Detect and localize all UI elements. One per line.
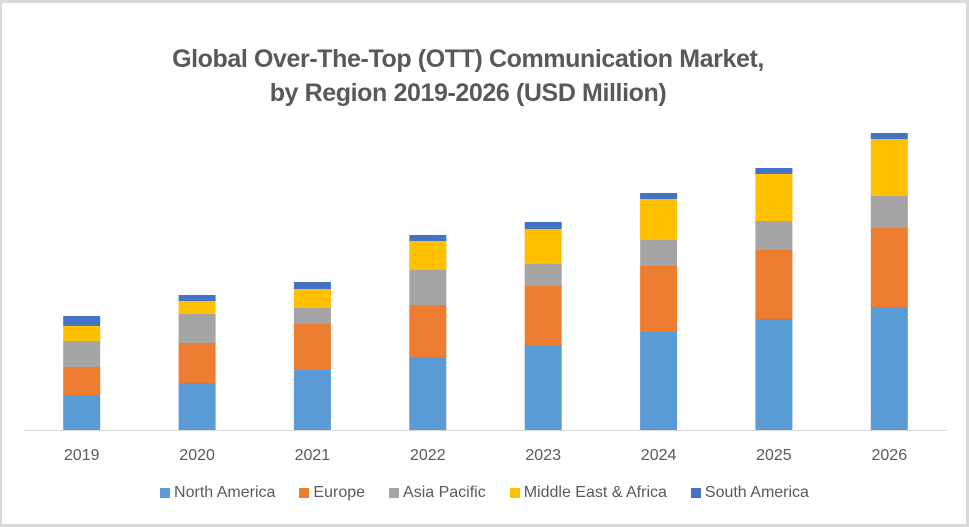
bar-europe-2023 (524, 286, 562, 345)
x-tick-label: 2026 (872, 447, 908, 464)
bar-north-america-2023 (524, 345, 562, 430)
bar-south-america-2019 (63, 316, 101, 326)
x-tick-label: 2023 (525, 447, 561, 464)
legend-swatch (160, 488, 171, 498)
legend-label: Asia Pacific (403, 484, 486, 501)
bar-north-america-2026 (870, 307, 908, 430)
legend-item-south-america: South America (690, 484, 809, 502)
bar-north-america-2022 (409, 357, 447, 430)
bar-asia-pacific-2024 (640, 240, 678, 266)
legend-item-north-america: North America (160, 484, 275, 502)
bar-south-america-2026 (870, 133, 908, 139)
bar-middle-east-africa-2022 (409, 241, 447, 270)
chart-legend: North America Europe Asia Pacific Middle Ea… (0, 484, 969, 502)
bar-europe-2022 (409, 305, 447, 357)
bar-asia-pacific-2019 (63, 341, 101, 367)
x-tick-label: 2021 (295, 447, 331, 464)
bar-south-america-2024 (640, 193, 678, 199)
bar-north-america-2024 (640, 332, 678, 430)
legend-item-middle-east-africa: Middle East & Africa (509, 484, 667, 502)
bar-middle-east-africa-2021 (293, 289, 331, 308)
chart-title-line-1: Global Over-The-Top (OTT) Communication … (172, 45, 764, 73)
legend-swatch (690, 488, 701, 498)
bar-europe-2020 (178, 343, 216, 383)
x-tick-label: 2025 (756, 447, 792, 464)
bar-south-america-2022 (409, 235, 447, 241)
bar-europe-2021 (293, 324, 331, 370)
bar-europe-2019 (63, 367, 101, 395)
legend-swatch (389, 488, 400, 498)
bar-asia-pacific-2025 (755, 221, 793, 250)
bar-asia-pacific-2026 (870, 196, 908, 228)
x-tick-label: 2022 (410, 447, 446, 464)
legend-label: Europe (313, 484, 366, 501)
bar-middle-east-africa-2023 (524, 229, 562, 264)
bar-middle-east-africa-2026 (870, 139, 908, 196)
bar-middle-east-africa-2020 (178, 301, 216, 314)
bar-middle-east-africa-2019 (63, 326, 101, 341)
bar-asia-pacific-2020 (178, 314, 216, 343)
bar-asia-pacific-2023 (524, 264, 562, 286)
legend-item-europe: Europe (299, 484, 365, 502)
x-tick-label: 2020 (179, 447, 215, 464)
bar-north-america-2021 (293, 370, 331, 430)
bar-middle-east-africa-2024 (640, 199, 678, 240)
bar-south-america-2023 (524, 222, 562, 229)
legend-label: South America (704, 484, 809, 501)
x-tick-label: 2019 (64, 447, 100, 464)
bar-south-america-2021 (293, 282, 331, 289)
legend-swatch (299, 488, 310, 498)
bar-north-america-2025 (755, 319, 793, 430)
bar-europe-2026 (870, 228, 908, 307)
bar-asia-pacific-2021 (293, 308, 331, 324)
bar-north-america-2020 (178, 383, 216, 430)
bar-middle-east-africa-2025 (755, 174, 793, 221)
bar-north-america-2019 (63, 395, 101, 430)
legend-item-asia-pacific: Asia Pacific (389, 484, 486, 502)
chart-title-line-2: by Region 2019-2026 (USD Million) (269, 79, 667, 107)
chart-title: Global Over-The-Top (OTT) Communication … (0, 42, 936, 110)
bar-south-america-2020 (178, 295, 216, 301)
legend-label: North America (174, 484, 276, 501)
x-tick-label: 2024 (641, 447, 677, 464)
legend-swatch (509, 488, 520, 498)
bar-asia-pacific-2022 (409, 270, 447, 305)
bar-europe-2025 (755, 250, 793, 319)
legend-label: Middle East & Africa (523, 484, 667, 501)
bar-south-america-2025 (755, 168, 793, 174)
bar-europe-2024 (640, 266, 678, 332)
